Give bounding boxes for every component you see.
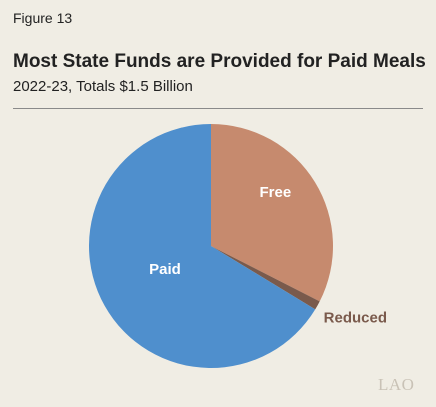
title-divider xyxy=(13,108,423,109)
chart-title: Most State Funds are Provided for Paid M… xyxy=(13,51,426,72)
lao-logo: LAO xyxy=(378,375,415,394)
pie-slice-free xyxy=(211,124,333,302)
chart-subtitle: 2022-23, Totals $1.5 Billion xyxy=(13,78,193,95)
slice-label-paid: Paid xyxy=(149,261,181,278)
slice-label-free: Free xyxy=(259,184,291,201)
slice-label-reduced: Reduced xyxy=(324,310,387,327)
figure-label: Figure 13 xyxy=(13,10,73,26)
pie-slice-paid xyxy=(88,124,316,368)
pie-slice-reduced xyxy=(211,246,320,310)
